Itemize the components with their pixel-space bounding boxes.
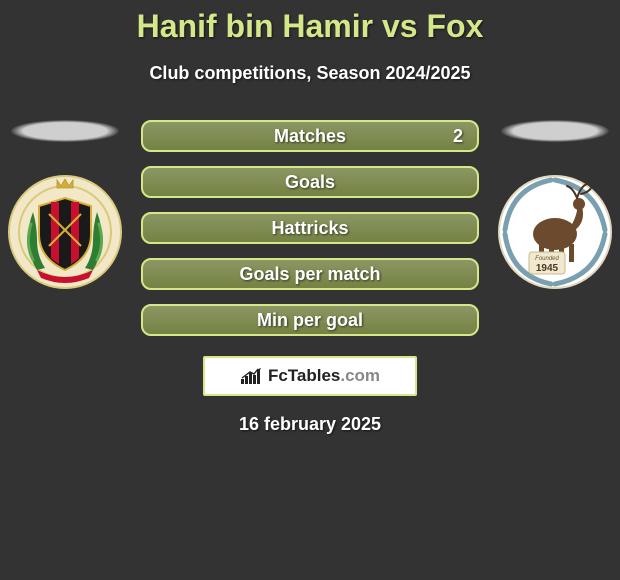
- brand-text-main: FcTables: [268, 366, 340, 385]
- stat-hattricks: Hattricks: [141, 212, 479, 244]
- brand-badge: FcTables.com: [203, 356, 417, 396]
- stats-column: Matches 2 Goals Hattricks Goals per matc…: [141, 120, 479, 336]
- stat-matches-label: Matches: [274, 126, 346, 147]
- club-crest-left: [7, 174, 123, 290]
- date-line: 16 february 2025: [0, 414, 620, 435]
- stat-matches: Matches 2: [141, 120, 479, 152]
- stat-hattricks-label: Hattricks: [271, 218, 348, 239]
- crest-right-text-year: 1945: [536, 263, 559, 274]
- crest-right-icon: Founded 1945: [497, 174, 613, 290]
- stat-gpm: Goals per match: [141, 258, 479, 290]
- player-left-col: [7, 120, 123, 290]
- stat-mpg: Min per goal: [141, 304, 479, 336]
- stat-matches-value-right: 2: [453, 126, 463, 147]
- comparison-row: Matches 2 Goals Hattricks Goals per matc…: [0, 120, 620, 336]
- subtitle: Club competitions, Season 2024/2025: [0, 63, 620, 84]
- bars-icon: [240, 366, 264, 386]
- crest-right-text-small: Founded: [535, 256, 559, 262]
- club-crest-right: Founded 1945: [497, 174, 613, 290]
- stat-gpm-label: Goals per match: [239, 264, 380, 285]
- player-right-col: Founded 1945: [497, 120, 613, 290]
- shadow-right: [501, 120, 609, 142]
- crest-left-icon: [7, 174, 123, 290]
- shadow-left: [11, 120, 119, 142]
- brand-text-suffix: .com: [340, 366, 380, 385]
- page-title: Hanif bin Hamir vs Fox: [0, 0, 620, 45]
- brand-text: FcTables.com: [268, 366, 380, 386]
- stat-mpg-label: Min per goal: [257, 310, 363, 331]
- stat-goals: Goals: [141, 166, 479, 198]
- stat-goals-label: Goals: [285, 172, 335, 193]
